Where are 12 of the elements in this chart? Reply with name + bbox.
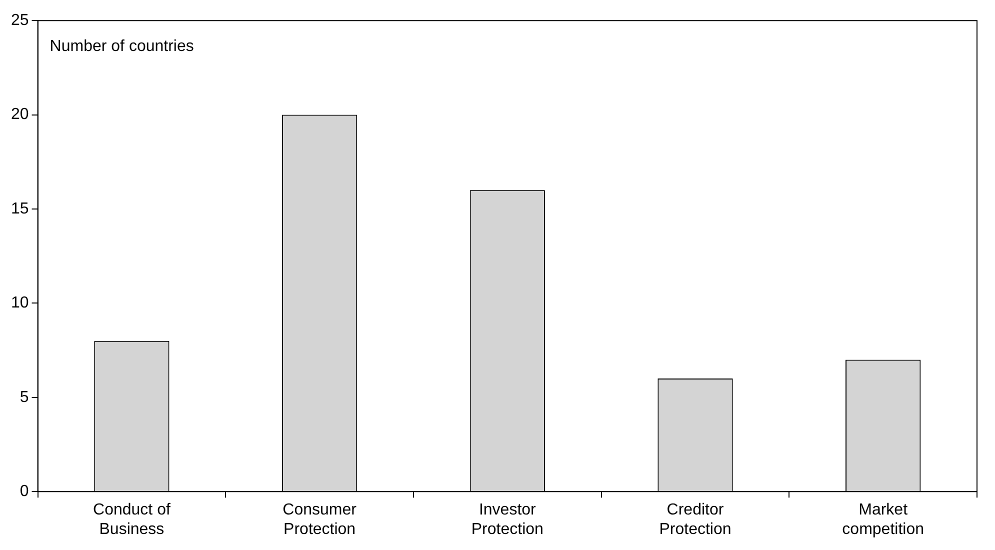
x-tick-label: Consumer Protection [282,502,358,538]
x-tick-label: Market competition [842,502,924,538]
y-tick-label: 5 [20,388,29,406]
y-tick-label: 15 [11,200,29,218]
x-tick-label: Creditor Protection [659,502,732,538]
x-tick-label: Investor Protection [471,502,544,538]
y-tick-label: 25 [11,12,29,30]
y-tick-label: 20 [11,106,29,124]
y-tick-label: 0 [20,483,29,500]
y-tick-label: 10 [11,294,29,312]
x-tick-label: Conduct of Business [93,502,171,538]
y-axis-title: Number of countries [50,38,194,56]
